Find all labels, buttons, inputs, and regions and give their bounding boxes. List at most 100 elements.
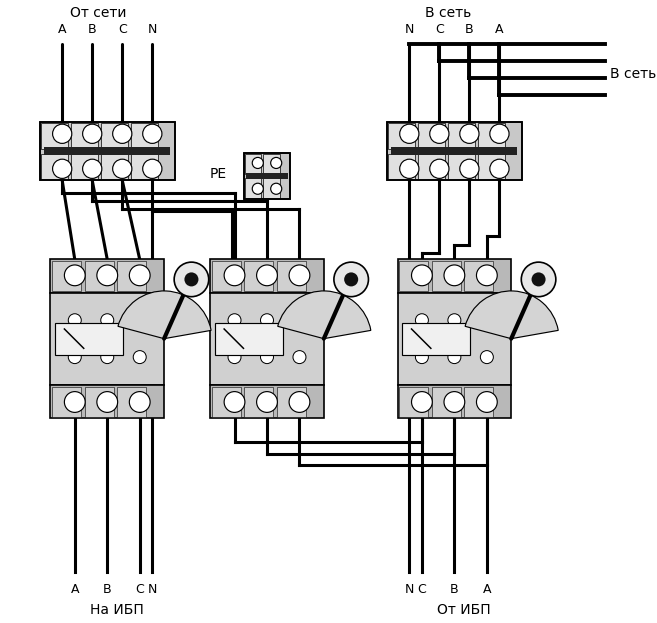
Circle shape <box>68 314 81 326</box>
Bar <box>399 262 428 292</box>
Text: B: B <box>88 24 97 36</box>
Circle shape <box>53 159 72 178</box>
FancyBboxPatch shape <box>387 122 522 181</box>
Text: A: A <box>58 24 66 36</box>
Bar <box>101 123 128 149</box>
Circle shape <box>411 265 432 286</box>
Circle shape <box>448 351 461 364</box>
Circle shape <box>174 262 209 297</box>
Circle shape <box>430 124 449 143</box>
Circle shape <box>448 314 461 326</box>
FancyBboxPatch shape <box>210 259 324 293</box>
FancyBboxPatch shape <box>244 153 290 199</box>
Circle shape <box>260 351 273 364</box>
Circle shape <box>415 351 428 364</box>
Circle shape <box>444 392 464 412</box>
Circle shape <box>476 392 497 412</box>
Circle shape <box>129 392 150 412</box>
Text: A: A <box>70 583 79 596</box>
Circle shape <box>271 158 282 168</box>
Circle shape <box>112 124 132 143</box>
Bar <box>432 387 461 417</box>
Circle shape <box>224 265 245 286</box>
Circle shape <box>293 314 306 326</box>
Bar <box>44 148 170 155</box>
FancyBboxPatch shape <box>51 259 164 293</box>
Circle shape <box>476 265 497 286</box>
Bar <box>131 154 158 179</box>
Circle shape <box>460 159 479 178</box>
Circle shape <box>97 265 118 286</box>
Circle shape <box>133 351 147 364</box>
Circle shape <box>64 265 85 286</box>
Bar <box>52 387 81 417</box>
Text: C: C <box>135 583 144 596</box>
Text: PE: PE <box>210 167 227 181</box>
FancyBboxPatch shape <box>397 385 511 418</box>
FancyBboxPatch shape <box>51 385 164 418</box>
Circle shape <box>257 265 277 286</box>
Circle shape <box>415 314 428 326</box>
Circle shape <box>334 262 369 297</box>
Bar <box>131 123 158 149</box>
Bar <box>388 123 415 149</box>
Text: От сети: От сети <box>70 6 126 21</box>
Text: B: B <box>465 24 474 36</box>
Circle shape <box>460 124 479 143</box>
Bar <box>478 154 505 179</box>
Circle shape <box>112 159 132 178</box>
Circle shape <box>252 158 263 168</box>
Circle shape <box>411 392 432 412</box>
Text: C: C <box>418 583 426 596</box>
Bar <box>85 262 114 292</box>
Bar <box>478 123 505 149</box>
Bar <box>244 262 273 292</box>
FancyBboxPatch shape <box>210 385 324 418</box>
Bar <box>71 154 99 179</box>
Circle shape <box>490 159 509 178</box>
Bar <box>246 173 288 179</box>
FancyBboxPatch shape <box>210 293 324 385</box>
Circle shape <box>480 351 493 364</box>
Bar <box>244 387 273 417</box>
Circle shape <box>257 392 277 412</box>
Wedge shape <box>278 291 371 339</box>
Circle shape <box>101 351 114 364</box>
Text: От ИБП: От ИБП <box>437 603 490 617</box>
FancyBboxPatch shape <box>55 323 123 354</box>
Bar <box>117 262 147 292</box>
Bar <box>117 387 147 417</box>
Circle shape <box>252 183 263 194</box>
Bar <box>263 154 280 174</box>
Circle shape <box>399 159 419 178</box>
Circle shape <box>101 314 114 326</box>
Bar <box>245 154 261 174</box>
FancyBboxPatch shape <box>51 293 164 385</box>
Circle shape <box>143 159 162 178</box>
Circle shape <box>532 272 545 287</box>
Circle shape <box>271 183 282 194</box>
Circle shape <box>83 159 102 178</box>
Text: N: N <box>405 24 414 36</box>
Circle shape <box>224 392 245 412</box>
FancyBboxPatch shape <box>39 122 175 181</box>
Bar <box>41 154 68 179</box>
Text: На ИБП: На ИБП <box>89 603 143 617</box>
Bar <box>52 262 81 292</box>
Bar <box>464 387 493 417</box>
Bar <box>245 178 261 198</box>
Circle shape <box>228 351 241 364</box>
Text: В сеть: В сеть <box>425 6 471 21</box>
Bar <box>392 148 518 155</box>
Circle shape <box>68 351 81 364</box>
Bar <box>388 154 415 179</box>
Circle shape <box>185 272 198 287</box>
Bar <box>419 154 445 179</box>
FancyBboxPatch shape <box>397 293 511 385</box>
Circle shape <box>480 314 493 326</box>
FancyBboxPatch shape <box>397 259 511 293</box>
Circle shape <box>399 124 419 143</box>
Circle shape <box>97 392 118 412</box>
Wedge shape <box>465 291 558 339</box>
Circle shape <box>289 265 310 286</box>
